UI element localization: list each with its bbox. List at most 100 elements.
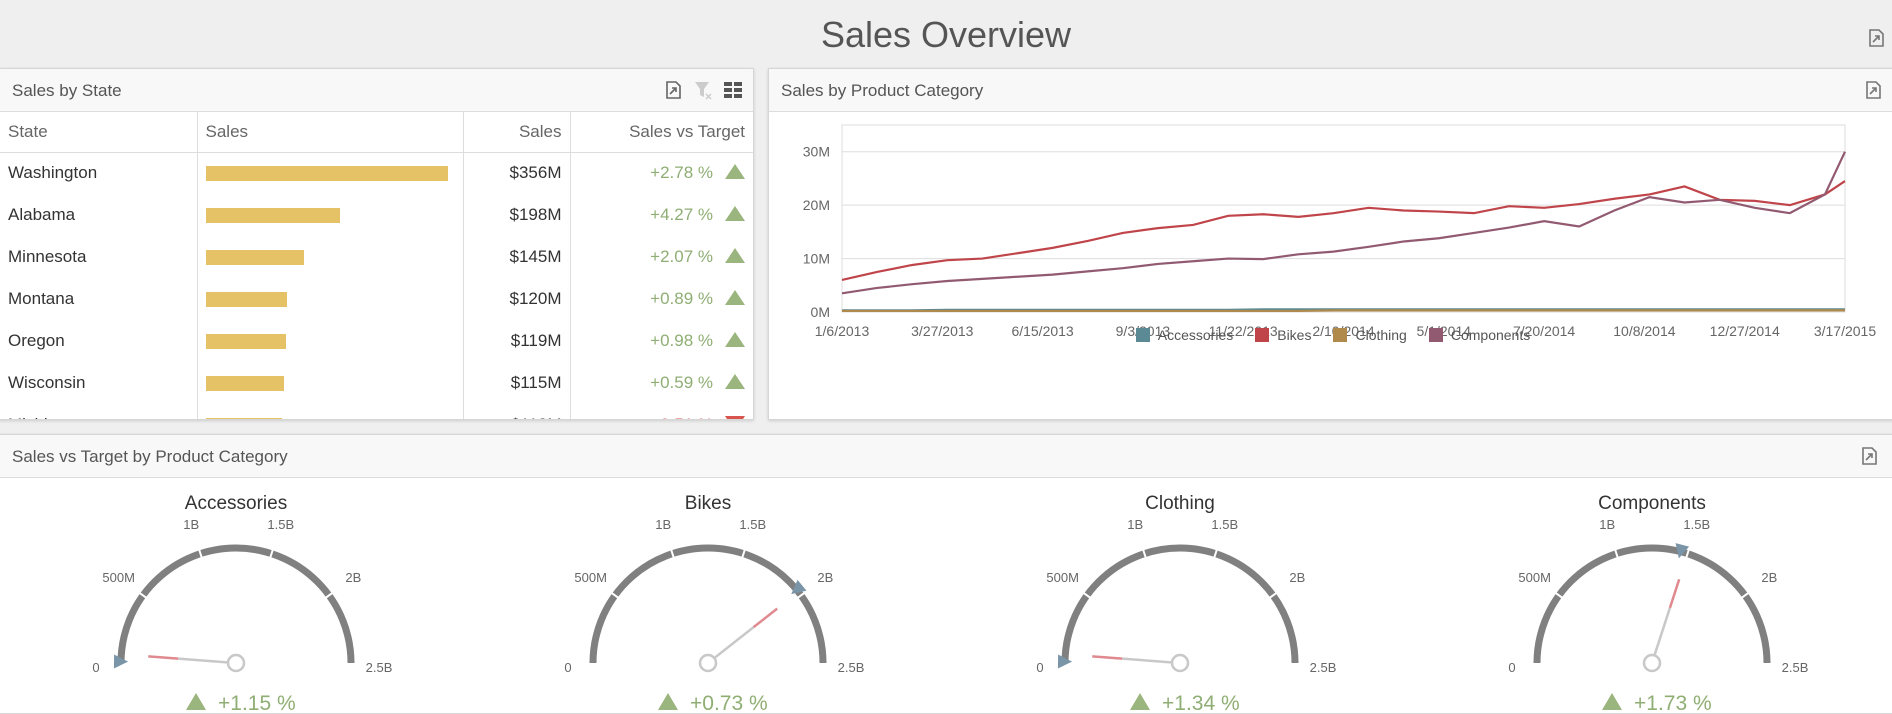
gauge-scale-label: 1B [1599,517,1615,532]
column-header-sales[interactable]: Sales [463,112,571,153]
sales-bar-cell [197,320,464,362]
state-cell: Alabama [0,194,198,236]
legend-label: Clothing [1355,327,1407,343]
gauge-tick [1141,548,1147,559]
legend-swatch [1333,328,1348,342]
chart-legend: Accessories Bikes Clothing Components [769,327,1892,343]
gauge-title: Clothing [1145,493,1215,514]
export-icon[interactable] [663,80,683,100]
delta-value: +0.98 % [650,331,713,350]
gauge-scale-arc [1533,544,1771,664]
gauge-scale-label: 1.5B [1683,517,1710,532]
gauge-tick [796,591,806,600]
gauge-needle-tip [148,655,179,660]
series-line-components[interactable] [841,151,1846,295]
gauge-target-marker [791,579,807,595]
column-header-sales-bar[interactable]: Sales [197,112,464,153]
gauge-needle [714,626,755,659]
table-row[interactable]: Alabama $198M +4.27 % [0,194,753,236]
export-icon[interactable] [1863,80,1883,100]
state-cell: Montana [0,278,198,320]
gauge-components: Components 0 500M 1B 1.5B 2B 2.5B +1.73 % [1508,493,1808,711]
arrow-down-icon [725,416,745,419]
sales-bar [205,333,287,349]
gauge-delta: +1.15 % [218,692,296,711]
gauge-target-marker [1057,654,1073,669]
table-row[interactable]: Minnesota $145M +2.07 % [0,236,753,278]
gauge-target-marker [113,654,129,669]
table-row[interactable]: Washington $356M +2.78 % [0,152,753,194]
grid-layout-icon[interactable] [723,80,743,100]
table-row[interactable]: Michigan $113M -0.51 % [0,404,753,419]
gauge-needle-hub [226,653,246,673]
sales-vs-target-cell: +0.98 % [570,320,753,362]
sales-bar [205,165,448,181]
series-line-bikes[interactable] [841,180,1846,282]
sales-by-state-panel: Sales by State State Sales Sales Sales v… [0,68,754,420]
panel-title: Sales by State [12,81,122,100]
gauge-tick [741,548,747,559]
gauge-scale-label: 2.5B [838,660,865,675]
gauge-needle [1122,657,1172,664]
x-tick-label: 6/15/2013 [1011,323,1073,339]
clear-filter-icon[interactable] [693,80,713,100]
gauge-tick [197,548,203,559]
panel-title: Sales by Product Category [781,81,984,100]
x-tick-label: 10/8/2014 [1613,323,1675,339]
gauge-needle [1653,607,1672,655]
legend-item-bikes[interactable]: Bikes [1255,327,1311,343]
sales-cell: $120M [463,278,571,320]
series-line-clothing[interactable] [842,309,1845,313]
arrow-up-icon [725,206,745,221]
state-cell: Oregon [0,320,198,362]
sales-vs-target-cell: +2.78 % [570,152,753,194]
arrow-up-icon [725,164,745,180]
table-row[interactable]: Montana $120M +0.89 % [0,278,753,320]
legend-item-accessories[interactable]: Accessories [1135,327,1234,343]
gauge-tick [610,591,620,600]
sales-cell: $198M [463,194,571,236]
legend-item-clothing[interactable]: Clothing [1333,327,1407,343]
arrow-up-icon [1130,693,1150,710]
sales-bar [205,249,305,265]
plot-area [841,124,1846,313]
gauge-scale-label: 0 [1036,660,1043,675]
gauge-title: Components [1598,493,1706,514]
sales-bar-cell [197,152,464,194]
gauge-scale-label: 500M [102,570,135,585]
gauge-needle-hub [1642,653,1662,673]
gauge-delta: +1.73 % [1634,692,1712,711]
state-cell: Michigan [0,404,198,419]
arrow-up-icon [186,693,206,710]
state-cell: Minnesota [0,236,198,278]
x-tick-label: 3/17/2015 [1814,323,1876,339]
export-icon[interactable] [1866,28,1886,48]
sales-vs-target-cell: +4.27 % [570,194,753,236]
gauge-tick [138,591,148,600]
column-header-sales-vs-target[interactable]: Sales vs Target [570,112,753,153]
gauge-accessories: Accessories 0 500M 1B 1.5B 2B 2.5B +1.15 % [92,493,392,711]
sales-bar [205,291,288,307]
y-tick-label: 0M [811,304,830,320]
legend-item-components[interactable]: Components [1428,327,1530,343]
gauge-delta: +0.73 % [690,692,768,711]
table-row[interactable]: Wisconsin $115M +0.59 % [0,362,753,404]
y-tick-label: 30M [803,144,830,160]
gauge-scale-label: 1.5B [267,517,294,532]
gauge-tick [324,591,334,600]
export-icon[interactable] [1859,446,1879,466]
gauge-title: Accessories [185,493,287,514]
gauge-scale-label: 500M [1518,570,1551,585]
legend-label: Accessories [1157,327,1234,343]
gauge-delta: +1.34 % [1162,692,1240,711]
arrow-up-icon [1602,693,1622,710]
gauge-scale-label: 1.5B [1211,517,1238,532]
gauge-tick [269,548,275,559]
gauge-target-marker [1675,543,1690,559]
column-header-state[interactable]: State [0,112,198,153]
gauge-scale-label: 1B [183,517,199,532]
gauge-scale-label: 1B [655,517,671,532]
x-tick-label: 12/27/2014 [1710,323,1780,339]
panel-title: Sales vs Target by Product Category [12,447,288,466]
table-row[interactable]: Oregon $119M +0.98 % [0,320,753,362]
